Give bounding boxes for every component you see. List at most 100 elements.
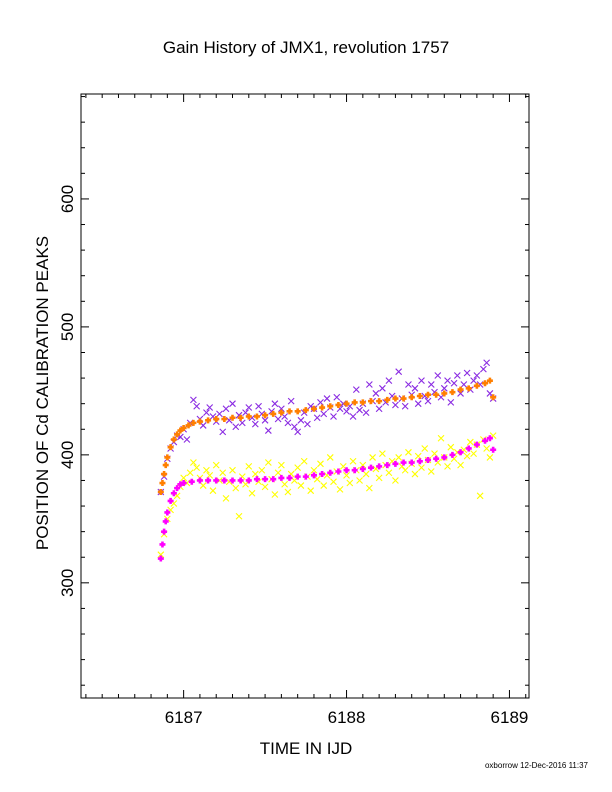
data-point [297, 416, 305, 424]
data-point [376, 398, 383, 405]
data-point [313, 414, 321, 422]
data-point [401, 402, 409, 410]
data-point [327, 403, 334, 410]
data-point [251, 470, 259, 478]
x-tick-label: 6187 [165, 708, 203, 727]
data-point [164, 509, 171, 516]
data-point [362, 470, 370, 478]
data-point [167, 444, 174, 451]
data-point [378, 450, 386, 457]
data-point [346, 479, 354, 487]
data-point [180, 424, 187, 431]
data-point [372, 390, 380, 397]
chart-title: Gain History of JMX1, revolution 1757 [163, 38, 449, 57]
data-point [466, 438, 474, 446]
data-point [376, 463, 383, 470]
data-point [222, 494, 230, 502]
data-point [213, 477, 220, 484]
data-point [271, 491, 279, 498]
data-point [270, 476, 277, 483]
data-point [248, 489, 256, 497]
data-point [193, 402, 201, 410]
data-point [157, 555, 164, 562]
data-point [180, 474, 188, 482]
data-point [327, 469, 334, 476]
data-point [167, 497, 174, 504]
series-3 [157, 432, 497, 559]
data-point [385, 469, 393, 477]
data-point [414, 400, 422, 408]
data-point [190, 459, 197, 466]
data-point [401, 466, 409, 474]
data-point [157, 488, 164, 495]
data-point [450, 379, 458, 387]
data-point [365, 381, 373, 388]
data-point [482, 380, 489, 387]
data-point [463, 452, 471, 460]
data-point [465, 445, 472, 452]
data-point [174, 485, 181, 492]
data-point [203, 409, 210, 417]
data-point [447, 443, 455, 451]
data-point [229, 466, 236, 474]
data-point [284, 419, 292, 427]
data-points [157, 359, 497, 562]
data-point [424, 397, 432, 405]
data-point [186, 469, 194, 477]
data-point [235, 512, 243, 520]
y-tick-label: 500 [58, 313, 77, 341]
data-point [490, 394, 497, 401]
data-point [378, 384, 386, 392]
data-point [277, 405, 285, 413]
data-point [479, 365, 487, 373]
data-point [229, 414, 236, 421]
data-point [222, 405, 230, 413]
data-point [287, 397, 295, 405]
data-point [310, 405, 317, 412]
data-point [392, 395, 399, 402]
data-point [203, 466, 210, 474]
data-point [375, 405, 383, 413]
data-point [433, 391, 440, 398]
data-point [441, 454, 448, 461]
data-point [291, 423, 298, 431]
data-point [447, 399, 455, 406]
data-point [405, 381, 412, 388]
data-point [310, 472, 317, 479]
data-point [199, 482, 207, 489]
data-point [416, 393, 423, 399]
data-point [416, 458, 423, 465]
data-point [343, 467, 350, 474]
data-point [319, 471, 326, 478]
data-point [433, 455, 440, 462]
data-point [317, 460, 324, 468]
data-point [302, 407, 309, 414]
data-point [392, 401, 399, 409]
data-point [486, 377, 493, 384]
data-point [237, 477, 244, 484]
data-point [219, 469, 227, 477]
data-point [418, 464, 425, 472]
data-point [453, 372, 461, 379]
data-point [294, 408, 301, 415]
data-point [274, 469, 282, 477]
data-point [297, 482, 305, 489]
data-point [205, 417, 212, 424]
data-point [343, 407, 350, 415]
data-point [359, 399, 366, 406]
data-point [385, 377, 393, 385]
data-point [258, 466, 266, 474]
data-point [294, 464, 302, 472]
data-point [457, 461, 464, 469]
data-point [286, 474, 293, 481]
data-point [221, 416, 228, 423]
data-point [219, 428, 227, 436]
data-point [427, 468, 435, 475]
data-point [444, 462, 451, 470]
data-point [270, 410, 277, 417]
data-point [369, 454, 376, 461]
series-4 [157, 435, 497, 562]
data-point [286, 408, 293, 415]
data-point [251, 420, 259, 428]
data-point [483, 445, 491, 452]
